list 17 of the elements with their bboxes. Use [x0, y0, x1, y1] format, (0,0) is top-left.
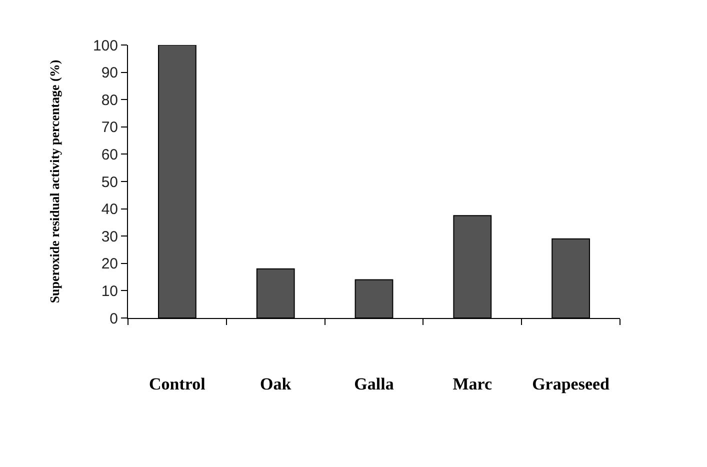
y-tick-label: 90 [101, 64, 118, 82]
x-tick-label: Control [149, 374, 206, 394]
y-tick-label: 60 [101, 146, 118, 164]
y-tick-label: 30 [101, 228, 118, 246]
y-tick-label: 40 [101, 201, 118, 218]
y-tick-label: 100 [92, 37, 118, 54]
x-tick-label: Grapeseed [532, 374, 610, 394]
y-tick-label: 80 [101, 92, 118, 109]
y-tick-label: 50 [101, 174, 118, 191]
x-tick-label: Marc [452, 374, 493, 394]
y-tick-label: 70 [101, 119, 118, 136]
y-tick-label: 10 [101, 282, 118, 300]
y-tick-label: 20 [101, 256, 118, 273]
y-tick-label: 0 [110, 310, 118, 328]
y-axis-title: Superoxide residual activity percentage (%) [46, 60, 62, 304]
x-tick-label: Galla [354, 374, 394, 394]
x-tick-label: Oak [260, 374, 292, 394]
